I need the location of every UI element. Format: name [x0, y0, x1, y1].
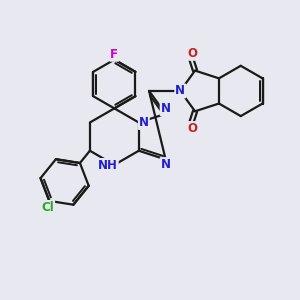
Text: N: N — [160, 158, 171, 171]
Text: NH: NH — [98, 159, 118, 172]
Text: F: F — [110, 48, 118, 61]
Text: N: N — [160, 102, 171, 115]
Text: O: O — [187, 47, 197, 60]
Text: N: N — [175, 84, 185, 98]
Text: O: O — [187, 122, 197, 135]
Text: N: N — [139, 116, 149, 129]
Text: Cl: Cl — [41, 201, 54, 214]
